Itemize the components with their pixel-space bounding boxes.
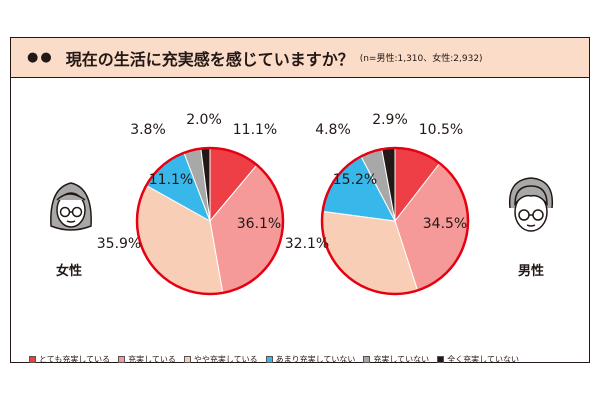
legend-item-very: とても充実している: [29, 354, 110, 365]
legend-swatch: [29, 356, 36, 363]
sample-size-note: (n=男性:1,310、女性:2,932): [359, 54, 483, 64]
slice-label: 2.0%: [186, 112, 222, 128]
legend-label: あまり充実していない: [275, 355, 356, 364]
slice-label: 3.8%: [130, 122, 166, 138]
pie-outline: [320, 146, 470, 296]
slice-label: 34.5%: [423, 216, 467, 232]
legend-item-slightly: やや充実している: [183, 354, 258, 365]
pie-male: 10.5% 34.5% 32.1% 15.2% 4.8% 2.9%: [285, 112, 470, 296]
slice-label: 35.9%: [97, 236, 141, 252]
slice-label: 10.5%: [419, 122, 463, 138]
male-label: 男性: [518, 264, 545, 279]
legend-label: 充実していない: [373, 355, 430, 364]
legend-swatch: [265, 356, 273, 363]
slice-label: 2.9%: [372, 112, 408, 128]
slice-label: 15.2%: [333, 172, 377, 188]
legend-swatch: [363, 356, 371, 363]
legend-label: やや充実している: [193, 355, 258, 364]
legend-label: 全く充実していない: [447, 355, 519, 364]
pie-charts: 11.1% 36.1% 35.9% 11.1% 3.8% 2.0% 10.5% 34.5% 32…: [50, 112, 554, 296]
legend: とても充実している 充実している やや充実している あまり充実していない 充実し…: [29, 354, 589, 365]
legend-item-not-at-all: 全く充実していない: [437, 354, 519, 365]
legend-item-not-very: あまり充実していない: [265, 354, 356, 365]
woman-face-icon: [50, 182, 92, 231]
title-bar: ●● 現在の生活に充実感を感じていますか？ (n=男性:1,310、女性:2,9…: [11, 38, 589, 78]
chart-card: ●● 現在の生活に充実感を感じていますか？ (n=男性:1,310、女性:2,9…: [10, 37, 590, 365]
legend-label: とても充実している: [39, 355, 111, 364]
slice-label: 11.1%: [233, 122, 277, 138]
pie-outline: [135, 146, 285, 296]
man-face-icon: [508, 177, 554, 232]
chart-title: 現在の生活に充実感を感じていますか？: [65, 49, 354, 69]
slice-label: 32.1%: [285, 236, 329, 252]
legend-item-full: 充実している: [118, 354, 176, 365]
slice-label: 11.1%: [149, 172, 193, 188]
legend-swatch: [183, 356, 191, 363]
pie-female: 11.1% 36.1% 35.9% 11.1% 3.8% 2.0%: [97, 112, 285, 296]
legend-swatch: [118, 356, 126, 363]
slice-label: 36.1%: [237, 216, 281, 232]
title-bullets: ●●: [27, 50, 54, 65]
slice-label: 4.8%: [315, 122, 351, 138]
female-label: 女性: [56, 264, 83, 279]
legend-label: 充実している: [128, 355, 176, 364]
legend-swatch: [437, 356, 445, 363]
legend-item-not: 充実していない: [363, 354, 429, 365]
